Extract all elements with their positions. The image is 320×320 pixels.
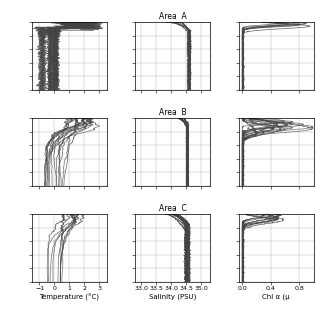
Title: Area  B: Area B — [159, 108, 187, 117]
X-axis label: Salinity (PSU): Salinity (PSU) — [149, 293, 196, 300]
X-axis label: Temperature (°C): Temperature (°C) — [39, 293, 100, 301]
Title: Area  C: Area C — [159, 204, 187, 212]
X-axis label: Chl α (μ: Chl α (μ — [262, 293, 290, 300]
Title: Area  A: Area A — [159, 12, 187, 21]
